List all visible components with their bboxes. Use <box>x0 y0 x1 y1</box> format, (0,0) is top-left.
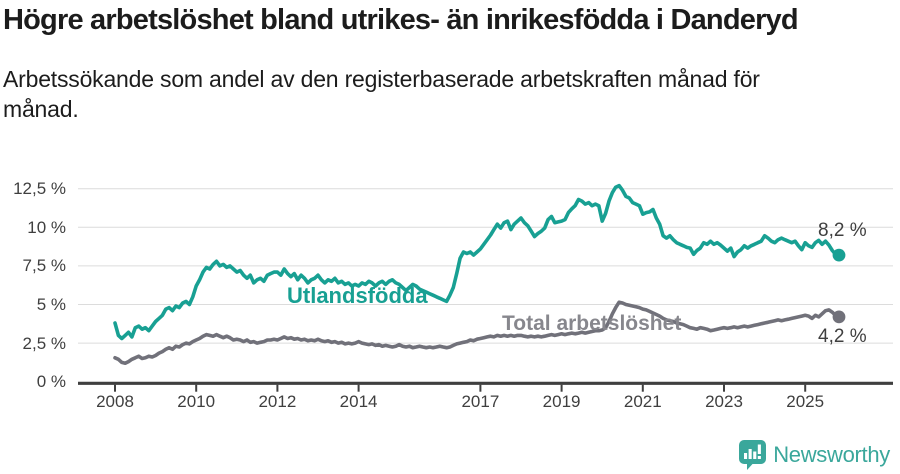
series-end-dot-0 <box>832 248 846 262</box>
chart-title: Högre arbetslöshet bland utrikes- än inr… <box>3 4 799 36</box>
y-tick-label: 2,5 % <box>22 333 66 353</box>
y-axis-labels: 0 % 2,5 % 5 % 7,5 % 10 % 12,5 % <box>0 0 66 474</box>
chart-subtitle: Arbetssökande som andel av den registerb… <box>3 64 760 124</box>
y-tick-label: 7,5 % <box>22 256 66 276</box>
newsworthy-logo[interactable]: Newsworthy <box>739 440 890 470</box>
x-tick-label: 2023 <box>705 392 743 411</box>
x-tick-label: 2010 <box>177 392 216 411</box>
end-value-label-utlandsfodda: 8,2 % <box>818 220 867 241</box>
newsworthy-speech-bubble-bar-chart-icon <box>739 440 767 470</box>
newsworthy-logo-text: Newsworthy <box>773 442 890 467</box>
y-tick-label: 10 % <box>27 217 66 237</box>
x-tick-label: 2012 <box>258 392 297 411</box>
x-tick-label: 2019 <box>542 392 581 411</box>
series-line-0 <box>113 183 841 341</box>
series-end-dot-1 <box>832 310 846 324</box>
x-tick-label: 2014 <box>339 392 378 411</box>
end-value-label-total: 4,2 % <box>818 326 867 347</box>
x-tick-label: 2008 <box>96 392 134 411</box>
series-label-total-arbetsloshet: Total arbetslöshet <box>502 312 682 335</box>
x-tick-label: 2017 <box>461 392 500 411</box>
x-tick-label: 2025 <box>786 392 825 411</box>
subtitle-line-2: månad. <box>3 96 79 122</box>
subtitle-line-1: Arbetssökande som andel av den registerb… <box>3 66 760 92</box>
y-tick-label: 5 % <box>36 295 66 314</box>
series-line-1 <box>113 300 841 366</box>
y-tick-label: 12,5 % <box>13 179 66 199</box>
y-tick-label: 0 % <box>36 372 66 392</box>
series-label-utlandsfodda: Utlandsfödda <box>287 283 428 308</box>
x-tick-label: 2021 <box>623 392 662 411</box>
